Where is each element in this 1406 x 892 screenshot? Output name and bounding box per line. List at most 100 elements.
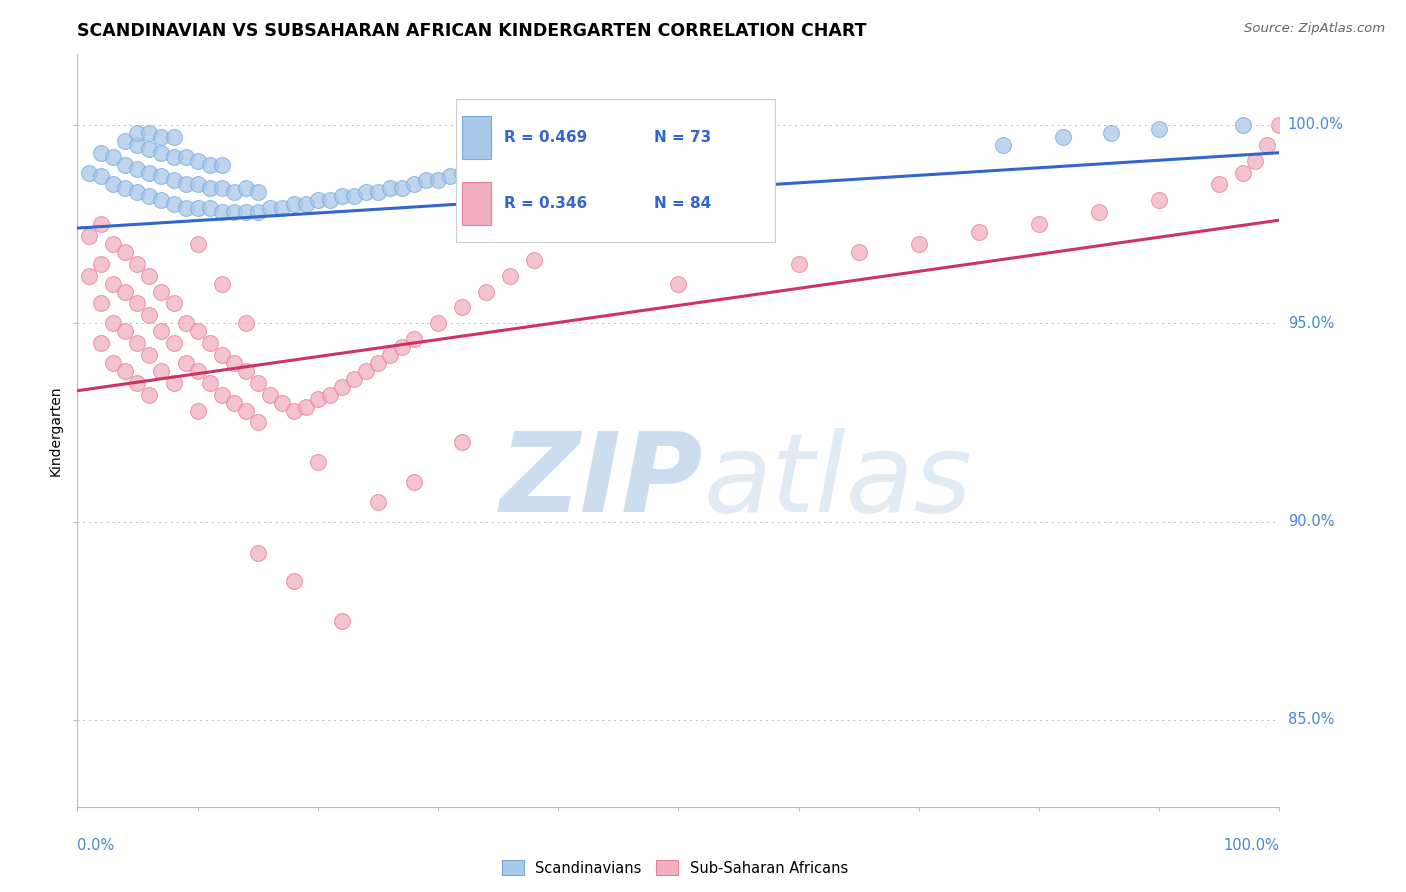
Point <box>283 403 305 417</box>
Point <box>174 201 197 215</box>
Point <box>319 387 342 401</box>
Point <box>90 169 112 184</box>
Point <box>367 186 389 200</box>
Point <box>246 376 269 390</box>
Point <box>150 145 173 160</box>
Point <box>1149 122 1171 136</box>
Point <box>294 197 316 211</box>
Point <box>378 181 401 195</box>
Point <box>211 348 233 362</box>
Point <box>402 475 425 489</box>
Point <box>523 252 546 267</box>
Point <box>246 186 269 200</box>
Point <box>668 277 690 291</box>
Point <box>908 236 931 251</box>
Point <box>402 332 425 346</box>
Point <box>114 364 136 378</box>
Point <box>162 150 184 164</box>
Text: atlas: atlas <box>703 428 972 535</box>
Point <box>186 403 209 417</box>
Point <box>560 145 582 160</box>
Point <box>211 387 233 401</box>
Point <box>343 189 366 203</box>
Legend: Scandinavians, Sub-Saharan Africans: Scandinavians, Sub-Saharan Africans <box>498 856 852 880</box>
Point <box>79 229 101 244</box>
Point <box>127 161 149 176</box>
Point <box>283 197 305 211</box>
Point <box>1232 118 1254 132</box>
Point <box>391 181 413 195</box>
Point <box>1099 126 1122 140</box>
Point <box>246 205 269 219</box>
Point <box>114 244 136 259</box>
Point <box>79 165 101 179</box>
Point <box>330 189 353 203</box>
Point <box>103 178 125 192</box>
Point <box>655 129 678 144</box>
Point <box>246 546 269 560</box>
Point <box>150 169 173 184</box>
Text: Source: ZipAtlas.com: Source: ZipAtlas.com <box>1244 22 1385 36</box>
Point <box>186 153 209 168</box>
Text: 95.0%: 95.0% <box>1288 316 1334 331</box>
Point <box>222 205 245 219</box>
Text: 100.0%: 100.0% <box>1288 118 1344 132</box>
Point <box>222 395 245 409</box>
Point <box>1052 129 1074 144</box>
Point <box>235 364 257 378</box>
Point <box>186 324 209 338</box>
Point <box>307 455 329 469</box>
Point <box>198 201 221 215</box>
Text: 85.0%: 85.0% <box>1288 713 1334 728</box>
Point <box>127 257 149 271</box>
Point <box>162 197 184 211</box>
Point <box>475 285 498 299</box>
Point <box>235 181 257 195</box>
Point <box>534 150 557 164</box>
Point <box>138 348 160 362</box>
Point <box>150 364 173 378</box>
Point <box>378 348 401 362</box>
Point <box>235 205 257 219</box>
Point <box>162 129 184 144</box>
Point <box>127 126 149 140</box>
Point <box>848 244 870 259</box>
Point <box>90 336 112 351</box>
Point <box>451 301 474 315</box>
Point <box>367 356 389 370</box>
Point <box>439 169 461 184</box>
Point <box>150 194 173 208</box>
Point <box>114 285 136 299</box>
Point <box>186 364 209 378</box>
Point <box>138 165 160 179</box>
Point <box>127 336 149 351</box>
Point <box>90 145 112 160</box>
Point <box>162 336 184 351</box>
Point <box>198 376 221 390</box>
Point <box>391 340 413 354</box>
Point <box>510 153 533 168</box>
Point <box>259 387 281 401</box>
Point <box>127 376 149 390</box>
Point <box>367 495 389 509</box>
Point <box>211 181 233 195</box>
Point <box>114 181 136 195</box>
Point <box>1208 178 1230 192</box>
Point <box>222 186 245 200</box>
Point <box>283 574 305 589</box>
Text: 100.0%: 100.0% <box>1223 838 1279 853</box>
Point <box>127 137 149 152</box>
Point <box>138 309 160 323</box>
Point <box>162 173 184 187</box>
Point <box>270 201 292 215</box>
Point <box>162 296 184 310</box>
Point <box>451 165 474 179</box>
Point <box>486 158 509 172</box>
Point <box>90 217 112 231</box>
Point <box>631 134 654 148</box>
Point <box>1028 217 1050 231</box>
Point <box>499 268 522 283</box>
Point <box>270 395 292 409</box>
Point <box>343 372 366 386</box>
Point <box>246 416 269 430</box>
